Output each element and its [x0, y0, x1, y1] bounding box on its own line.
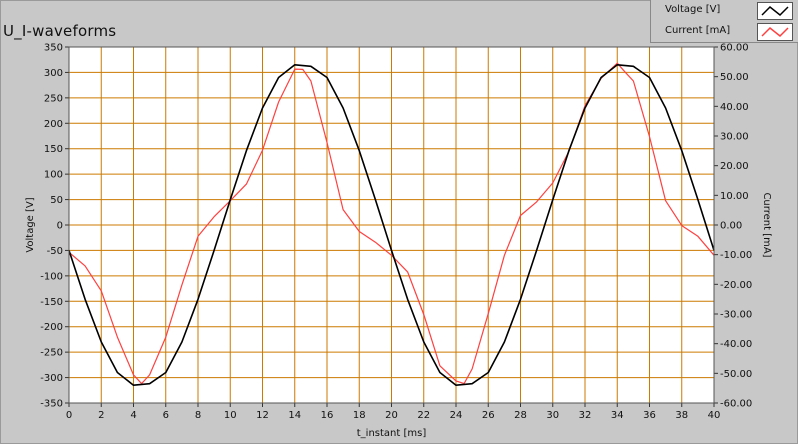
x-tick-label: 34	[611, 410, 624, 421]
series-line-voltage	[68, 64, 715, 386]
grid-lines	[68, 46, 715, 404]
x-tick-label: 38	[675, 410, 688, 421]
y-left-tick-label: 350	[44, 43, 63, 54]
y-left-tick-label: -100	[40, 271, 63, 282]
x-tick-label: 4	[130, 410, 136, 421]
y-left-tick-label: -350	[40, 399, 63, 410]
x-tick-label: 32	[579, 410, 592, 421]
x-tick-label: 40	[708, 410, 721, 421]
y-left-tick-label: 150	[44, 144, 63, 155]
y-left-tick-label: 50	[50, 195, 63, 206]
x-tick-label: 18	[353, 410, 366, 421]
y-left-tick-label: -200	[40, 322, 63, 333]
legend-label-current: Current [mA]	[665, 25, 731, 36]
data-series	[68, 62, 715, 386]
legend-item-voltage[interactable]: Voltage [V]	[651, 0, 798, 21]
plot-legend[interactable]: Voltage [V] Current [mA]	[650, 0, 798, 43]
x-tick-label: 8	[195, 410, 201, 421]
x-tick-label: 20	[385, 410, 398, 421]
x-tick-label: 28	[514, 410, 527, 421]
y-right-tick-label: 10.00	[720, 191, 749, 202]
legend-label-voltage: Voltage [V]	[665, 4, 721, 15]
y-right-tick-label: 60.00	[720, 43, 749, 54]
y-left-tick-label: 250	[44, 93, 63, 104]
y-left-tick-label: -150	[40, 297, 63, 308]
x-axis-ticks: 0 2 4 6 8 10 12 14 16 18 20 22 24 26 28 30 32 34 36 38 40	[66, 403, 721, 421]
y-right-tick-label: 0.00	[720, 221, 742, 232]
y-left-tick-label: -300	[40, 373, 63, 384]
y-right-tick-label: -30.00	[720, 310, 752, 321]
y-left-tick-label: -50	[47, 246, 63, 257]
y-right-tick-label: -20.00	[720, 280, 752, 291]
x-tick-label: 16	[321, 410, 334, 421]
y-left-tick-label: 0	[57, 221, 63, 232]
plot-border	[68, 46, 715, 404]
x-tick-label: 2	[98, 410, 104, 421]
y-left-tick-label: -250	[40, 348, 63, 359]
legend-item-current[interactable]: Current [mA]	[651, 21, 798, 42]
y-left-tick-label: 300	[44, 68, 63, 79]
legend-swatch-current-icon	[757, 23, 793, 41]
x-tick-label: 22	[417, 410, 430, 421]
x-tick-label: 12	[256, 410, 269, 421]
y-right-tick-label: -50.00	[720, 369, 752, 380]
graph-title: U_I-waveforms	[3, 22, 117, 40]
x-tick-label: 26	[482, 410, 495, 421]
y-right-axis-label: Current [mA]	[761, 192, 772, 257]
y-left-tick-label: 200	[44, 119, 63, 130]
y-right-tick-label: -10.00	[720, 250, 752, 261]
x-tick-label: 0	[66, 410, 72, 421]
legend-swatch-voltage-icon	[757, 2, 793, 20]
y-right-tick-label: 20.00	[720, 161, 749, 172]
y-right-tick-label: 40.00	[720, 102, 749, 113]
y-right-tick-label: -40.00	[720, 339, 752, 350]
y-right-tick-label: -60.00	[720, 399, 752, 410]
y-right-tick-label: 30.00	[720, 132, 749, 143]
x-tick-label: 10	[224, 410, 237, 421]
x-tick-label: 36	[643, 410, 656, 421]
x-tick-label: 14	[288, 410, 301, 421]
y-right-axis-ticks: 60.00 50.00 40.00 30.00 20.00 10.00 0.00 -10.00…	[714, 43, 752, 410]
y-right-tick-label: 50.00	[720, 72, 749, 83]
x-tick-label: 24	[450, 410, 463, 421]
y-left-axis-label: Voltage [V]	[25, 197, 36, 252]
y-left-tick-label: 100	[44, 170, 63, 181]
x-axis-label: t_instant [ms]	[357, 428, 427, 439]
x-tick-label: 30	[546, 410, 559, 421]
y-left-axis-ticks: 350 300 250 200 150 100 50 0 -50 -100 -150 -200 -250…	[40, 43, 69, 410]
x-tick-label: 6	[163, 410, 169, 421]
